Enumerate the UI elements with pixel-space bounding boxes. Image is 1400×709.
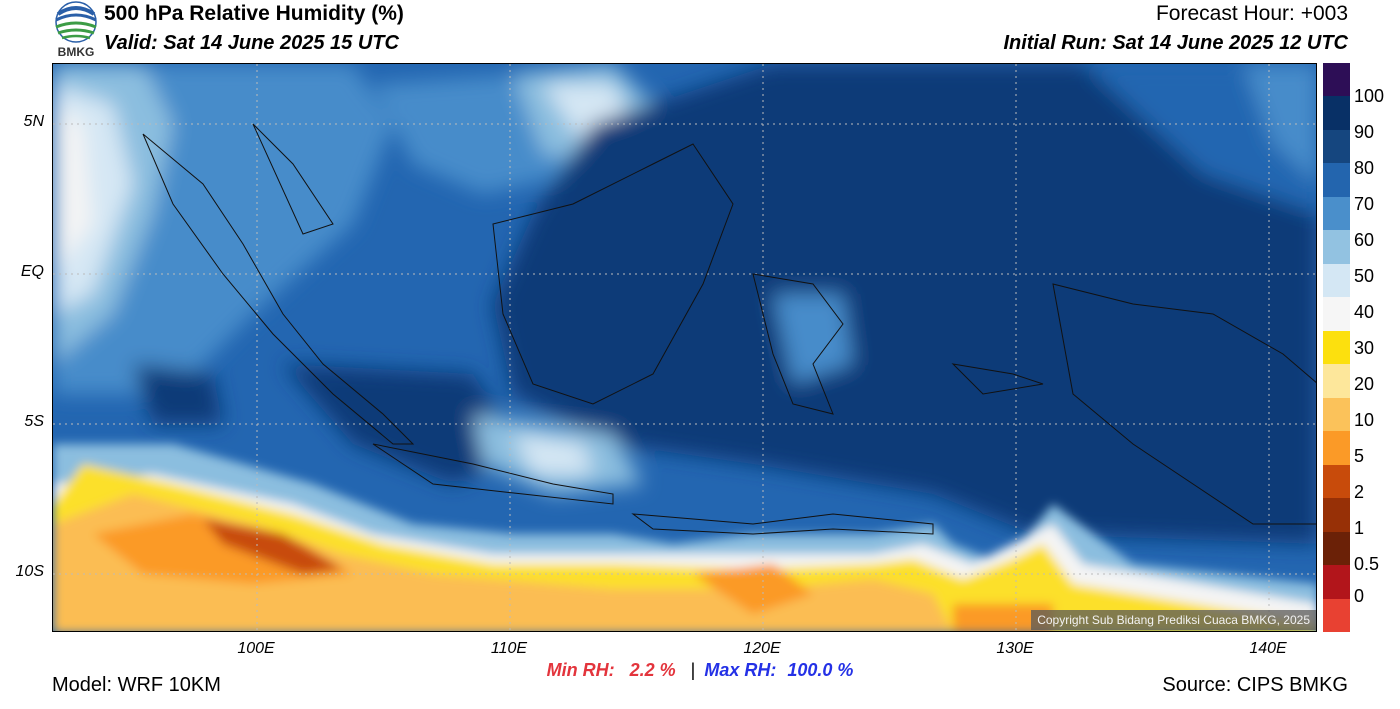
bmkg-logo: BMKG <box>52 0 100 60</box>
gridlines <box>53 64 1316 631</box>
colorbar-segment <box>1323 63 1350 97</box>
colorbar-segment <box>1323 96 1350 131</box>
colorbar-label: 50 <box>1354 266 1375 286</box>
colorbar-segment <box>1323 263 1350 298</box>
lon-label-130e: 130E <box>996 640 1034 657</box>
colorbar-label: 30 <box>1354 338 1375 358</box>
initial-run: Initial Run: Sat 14 June 2025 12 UTC <box>1003 32 1348 54</box>
colorbar-segment <box>1323 129 1350 164</box>
colorbar-label: 0 <box>1354 586 1365 606</box>
logo-text: BMKG <box>57 45 95 59</box>
model-label: Model: WRF 10KM <box>52 674 221 696</box>
colorbar-segment <box>1323 431 1350 466</box>
colorbar-label: 0.5 <box>1354 554 1380 574</box>
colorbar-label: 1 <box>1354 518 1365 538</box>
humidity-field <box>53 64 1316 631</box>
colorbar <box>1323 63 1350 633</box>
colorbar-segment <box>1323 163 1350 198</box>
colorbar-segment <box>1323 565 1350 600</box>
colorbar-label: 80 <box>1354 158 1375 178</box>
lat-label-10s: 10S <box>15 563 44 580</box>
colorbar-segment <box>1323 364 1350 399</box>
valid-time: Valid: Sat 14 June 2025 15 UTC <box>104 32 399 54</box>
map-title: 500 hPa Relative Humidity (%) <box>104 2 404 25</box>
colorbar-label: 20 <box>1354 374 1375 394</box>
max-rh-value: 100.0 % <box>787 660 854 680</box>
lon-label-140e: 140E <box>1249 640 1287 657</box>
colorbar-segment <box>1323 230 1350 265</box>
colorbar-label: 2 <box>1354 482 1365 502</box>
colorbar-segment <box>1323 397 1350 432</box>
colorbar-segment <box>1323 196 1350 231</box>
colorbar-segment <box>1323 464 1350 499</box>
min-rh-value: 2.2 % <box>629 660 676 680</box>
colorbar-segment <box>1323 498 1350 533</box>
coastlines <box>142 123 1316 535</box>
max-rh-label: Max RH: <box>704 660 777 680</box>
forecast-hour: Forecast Hour: +003 <box>1155 2 1348 25</box>
colorbar-label: 70 <box>1354 194 1375 214</box>
lon-label-120e: 120E <box>743 640 781 657</box>
colorbar-segment <box>1323 297 1350 332</box>
lat-label-5n: 5N <box>23 113 44 130</box>
colorbar-label: 10 <box>1354 410 1375 430</box>
copyright-notice: Copyright Sub Bidang Prediksi Cuaca BMKG… <box>1031 610 1316 630</box>
bmkg-logo-icon <box>55 1 97 43</box>
colorbar-label: 40 <box>1354 302 1375 322</box>
lon-label-110e: 110E <box>490 640 528 657</box>
colorbar-segment <box>1323 598 1350 633</box>
colorbar-segment <box>1323 330 1350 365</box>
source-label: Source: CIPS BMKG <box>1162 674 1348 696</box>
lon-label-100e: 100E <box>237 640 275 657</box>
colorbar-label: 60 <box>1354 230 1375 250</box>
lat-label-eq: EQ <box>20 263 44 280</box>
colorbar-label: 90 <box>1354 122 1375 142</box>
colorbar-segment <box>1323 531 1350 566</box>
stats-separator: | <box>690 660 696 680</box>
rh-stats: Min RH: 2.2 % | Max RH: 100.0 % <box>0 660 1400 681</box>
humidity-map <box>52 63 1317 632</box>
colorbar-label: 5 <box>1354 446 1365 466</box>
colorbar-label: 100 <box>1354 86 1385 106</box>
min-rh-label: Min RH: <box>546 660 615 680</box>
lat-label-5s: 5S <box>24 413 44 430</box>
